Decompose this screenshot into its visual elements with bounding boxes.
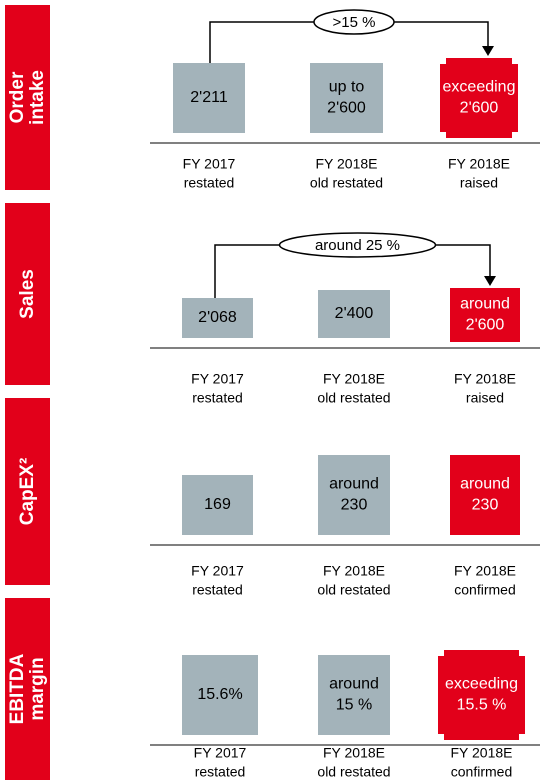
panel-label: Order — [7, 71, 28, 123]
value-text: 2'400 — [335, 305, 374, 322]
panel-label: intake — [27, 70, 48, 125]
panel-tab — [5, 5, 50, 190]
panel-tab — [5, 203, 50, 385]
value-box — [440, 58, 518, 138]
panel-label: EBITDA — [7, 653, 28, 724]
value-text: 169 — [204, 496, 231, 513]
value-text: 230 — [341, 497, 368, 514]
caption: FY 2018E — [323, 371, 385, 387]
arrow-label: around 25 % — [315, 237, 400, 254]
value-text: 15.6% — [197, 686, 242, 703]
caption: restated — [195, 764, 246, 780]
arrow-label-bubble — [278, 232, 437, 258]
caption: old restated — [317, 390, 390, 406]
arrow-label-bubble — [313, 9, 395, 35]
caption: old restated — [310, 175, 383, 191]
arrow-head — [484, 276, 496, 286]
caption: FY 2018E — [315, 156, 377, 172]
caption: FY 2018E — [454, 371, 516, 387]
value-text: 2'600 — [460, 100, 499, 117]
value-text: 15.5 % — [457, 697, 507, 714]
value-text: around — [329, 676, 379, 693]
arrow-head — [482, 46, 494, 56]
caption: FY 2017 — [191, 563, 244, 579]
value-box — [450, 288, 520, 342]
value-box — [310, 63, 383, 133]
value-text: 2'068 — [198, 309, 237, 326]
value-box — [173, 63, 245, 133]
value-text: 230 — [472, 497, 499, 514]
panel-label: Sales — [17, 269, 38, 319]
caption: FY 2017 — [194, 745, 247, 761]
value-box — [182, 475, 253, 535]
caption: FY 2018E — [450, 745, 512, 761]
value-text: exceeding — [443, 79, 516, 96]
value-box — [450, 455, 520, 535]
caption: restated — [184, 175, 235, 191]
value-text: 15 % — [336, 697, 372, 714]
caption: confirmed — [451, 764, 512, 780]
caption: FY 2018E — [448, 156, 510, 172]
value-text: 2'600 — [466, 317, 505, 334]
caption: old restated — [317, 582, 390, 598]
value-box — [438, 650, 525, 740]
caption: raised — [466, 390, 504, 406]
value-box — [318, 455, 390, 535]
caption: FY 2017 — [191, 371, 244, 387]
panel-tab — [5, 598, 50, 780]
value-text: up to — [329, 79, 365, 96]
value-box — [182, 655, 258, 735]
caption: confirmed — [454, 582, 515, 598]
panel-label: CapEX² — [17, 458, 38, 526]
caption: FY 2018E — [454, 563, 516, 579]
caption: restated — [192, 582, 243, 598]
value-box — [182, 298, 253, 338]
caption: restated — [192, 390, 243, 406]
value-box — [318, 655, 390, 735]
value-text: 2'600 — [327, 100, 366, 117]
caption: old restated — [317, 764, 390, 780]
value-text: around — [460, 296, 510, 313]
value-box — [318, 290, 390, 338]
value-text: around — [460, 476, 510, 493]
arrow-label: >15 % — [333, 14, 376, 31]
caption: FY 2018E — [323, 745, 385, 761]
panel-tab — [5, 398, 50, 585]
value-text: 2'211 — [190, 89, 228, 106]
panel-label: margin — [27, 657, 48, 720]
value-text: exceeding — [445, 676, 518, 693]
caption: FY 2018E — [323, 563, 385, 579]
value-text: around — [329, 476, 379, 493]
caption: FY 2017 — [183, 156, 236, 172]
caption: raised — [460, 175, 498, 191]
